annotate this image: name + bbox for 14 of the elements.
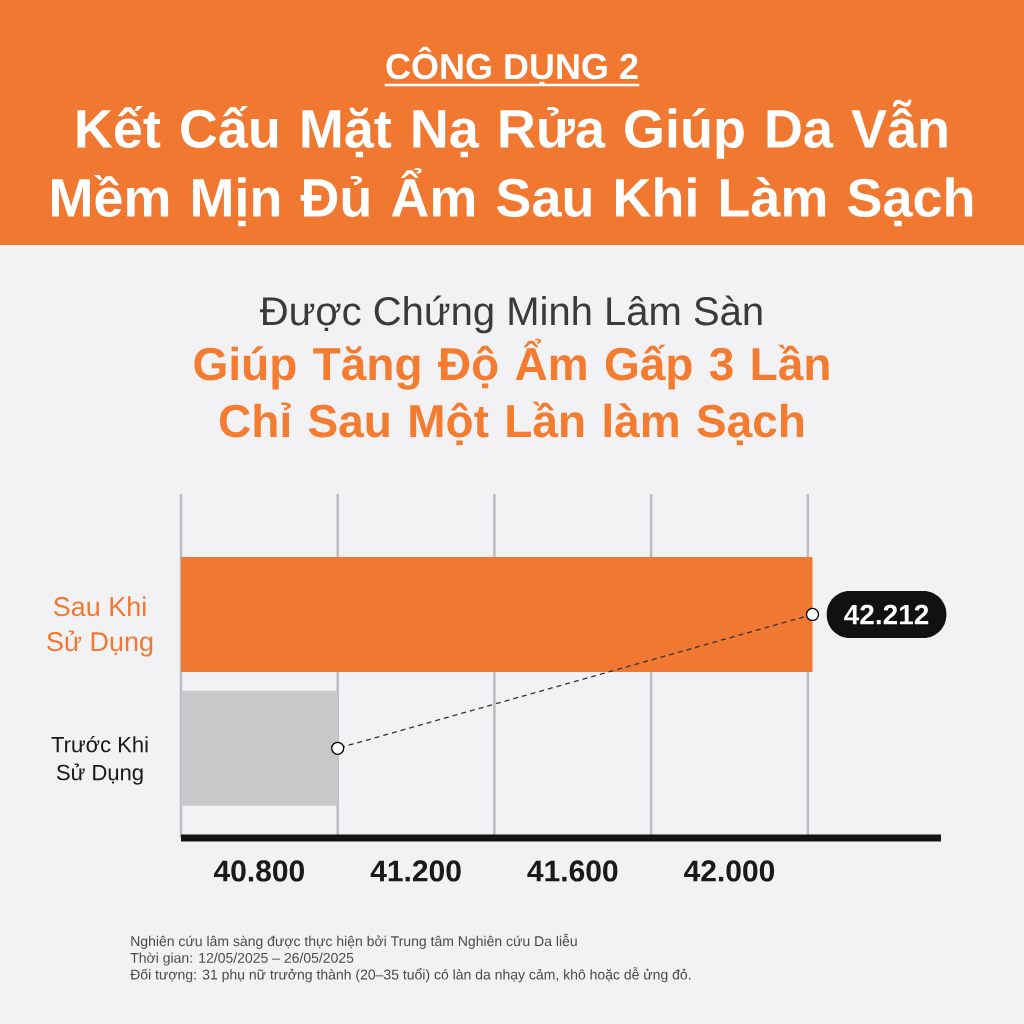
chart-subtitle: Được Chứng Minh Lâm Sàn	[260, 295, 762, 334]
x-tick-label: 41.200	[370, 860, 461, 882]
text: Giúp Tăng Độ Ẩm Gấp 3 Lần Chỉ Sau Một Lần làm Sạch	[194, 338, 829, 446]
y-tick-label: Sau Khi Sử Dụng	[47, 596, 153, 657]
text: Thời gian: 12/05/2025 – 26/05/2025	[130, 952, 354, 966]
x-tick-label: 42.000	[684, 860, 775, 882]
text: CÔNG DỤNG 2	[386, 46, 638, 86]
data-label: 42.212	[844, 604, 929, 625]
x-tick-label: 40.800	[213, 860, 304, 882]
text: Nghiên cứu lâm sàng được thực hiện bởi Trung tâm Nghiên cứu Da liễu	[131, 933, 577, 949]
chart-title: Kết Cấu Mặt Nạ Rửa Giúp Da Vẫn Mềm Mịn Đủ Ẩm Sau Khi Làm Sạch	[52, 99, 973, 227]
y-tick-label: Trước Khi Sử Dụng	[51, 735, 148, 785]
text: Đối tượng: 31 phụ nữ trưởng thành (20–35 tuổi) có làn da nhạy cảm, khô hoặc dễ ửng đỏ.	[130, 967, 691, 983]
x-tick-label: 41.600	[527, 860, 618, 882]
